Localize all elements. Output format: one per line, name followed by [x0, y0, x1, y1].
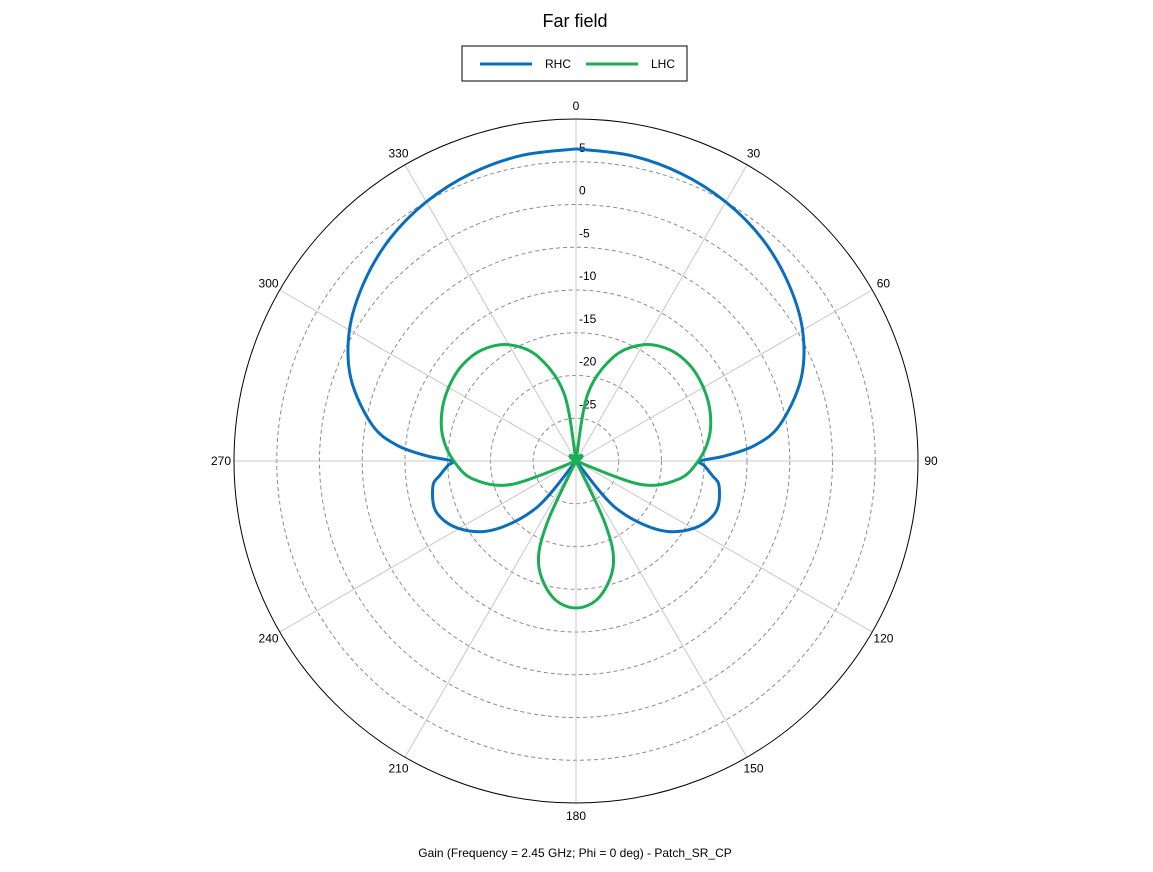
chart-title: Far field: [542, 11, 607, 31]
radial-tick-labels: 5 0 -5 -10 -15 -20 -25: [579, 141, 597, 412]
angle-tick-label: 210: [388, 761, 408, 775]
radial-tick-label: -15: [579, 312, 597, 326]
series-layer: [346, 147, 806, 610]
radial-tick-label: -25: [579, 397, 597, 411]
grid-spoke: [279, 460, 577, 633]
angle-tick-label: 90: [924, 454, 938, 468]
grid-spoke: [575, 289, 873, 462]
radial-tick-label: -5: [579, 226, 590, 240]
grid-spoke: [404, 164, 577, 462]
angle-tick-label: 330: [388, 147, 408, 161]
outer-ring: [233, 118, 919, 804]
legend: RHC LHC: [461, 45, 688, 82]
angle-tick-label: 60: [877, 277, 891, 291]
angle-tick-label: 30: [747, 147, 761, 161]
x-axis-label: Gain (Frequency = 2.45 GHz; Phi = 0 deg)…: [418, 846, 732, 860]
grid-spoke: [575, 460, 748, 758]
legend-label-lhc: LHC: [651, 57, 675, 71]
angle-tick-label: 270: [211, 454, 231, 468]
angle-tick-labels: 0 30 60 90 120 150 180 210 240 270 300 330: [211, 99, 938, 823]
angle-tick-label: 240: [259, 632, 279, 646]
angle-tick-label: 120: [873, 632, 893, 646]
angle-tick-label: 180: [566, 809, 586, 823]
legend-label-rhc: RHC: [545, 57, 571, 71]
radial-tick-label: 5: [579, 141, 586, 155]
angle-tick-label: 150: [743, 761, 763, 775]
grid-spoke: [279, 289, 577, 462]
radial-tick-label: -10: [579, 269, 597, 283]
grid-spoke: [404, 460, 577, 758]
series-line-lhc: [439, 342, 713, 610]
radial-tick-label: 0: [579, 184, 586, 198]
angle-tick-label: 0: [573, 99, 580, 113]
grid-spoke: [575, 164, 748, 462]
radial-tick-label: -20: [579, 355, 597, 369]
grid-spoke: [575, 460, 873, 633]
angle-tick-label: 300: [259, 277, 279, 291]
